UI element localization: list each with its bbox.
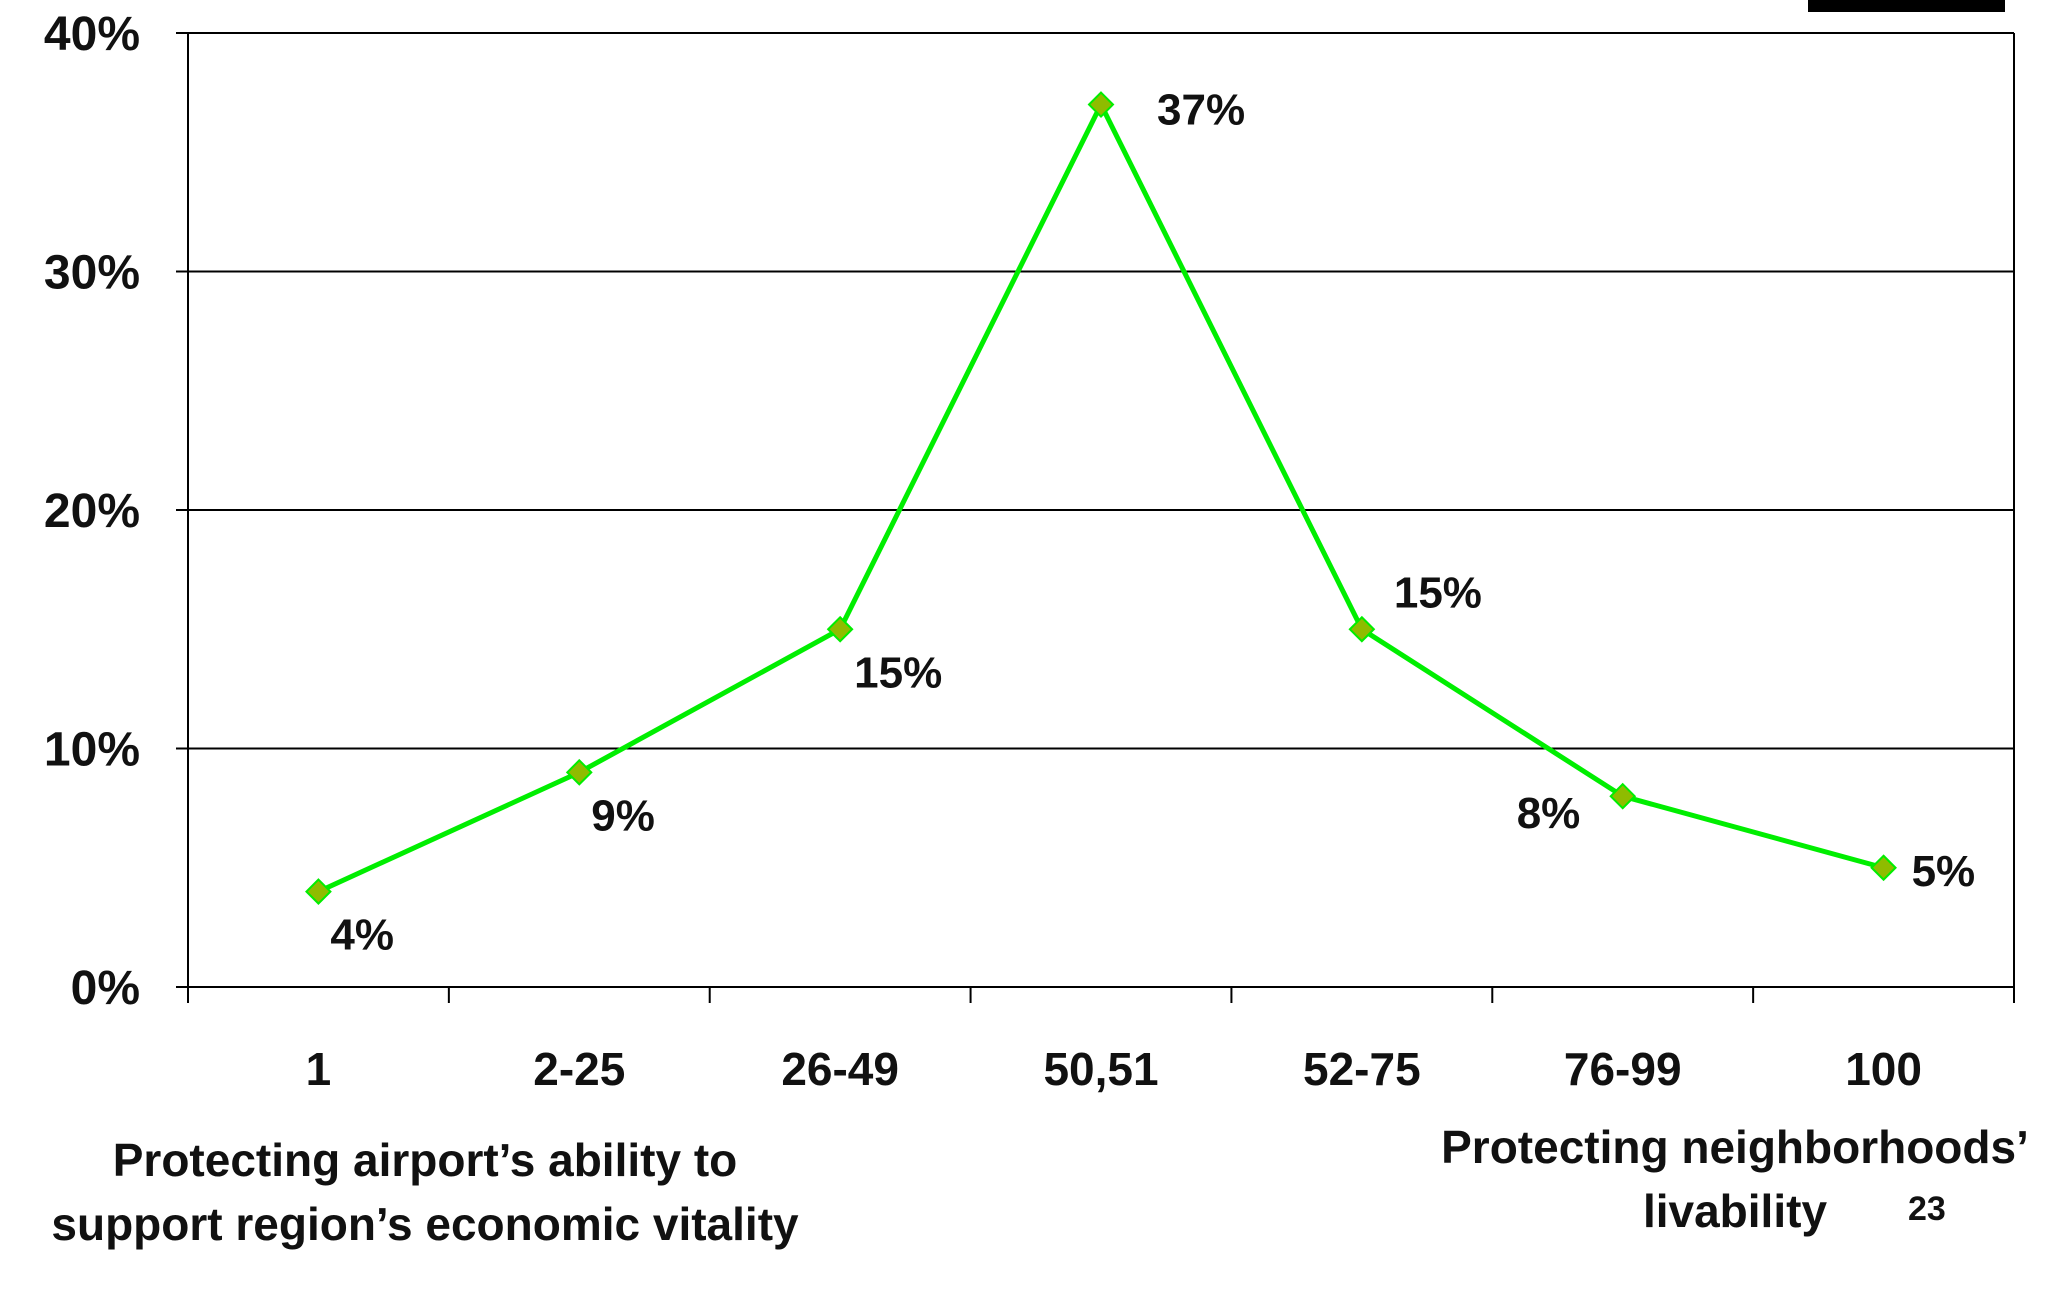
data-point-marker xyxy=(305,878,332,906)
y-tick-label: 0% xyxy=(71,962,140,1015)
x-tick-label: 52-75 xyxy=(1303,1043,1421,1095)
data-label: 15% xyxy=(1394,568,1482,617)
x-tick-labels: 1 2-25 26-49 50,51 52-75 76-99 100 xyxy=(306,1043,1922,1095)
y-tick-label: 40% xyxy=(44,8,140,61)
axes xyxy=(176,32,2015,1003)
data-label: 5% xyxy=(1912,847,1976,896)
x-tick-label: 2-25 xyxy=(533,1043,625,1095)
data-label: 8% xyxy=(1517,789,1581,838)
data-point-marker xyxy=(1609,782,1637,810)
data-point-marker xyxy=(1348,615,1376,643)
series xyxy=(305,91,1897,906)
slide-number: 23 xyxy=(1908,1190,1946,1228)
data-label: 4% xyxy=(330,911,394,960)
data-point-marker xyxy=(826,615,854,643)
y-tick-label: 20% xyxy=(44,485,140,538)
y-tick-labels: 0% 10% 20% 30% 40% xyxy=(44,8,140,1015)
corner-bar xyxy=(1808,0,2005,12)
left-endpoint-caption: Protecting airport’s ability to support … xyxy=(51,1134,799,1250)
data-point-marker xyxy=(1087,91,1115,118)
y-tick-label: 30% xyxy=(44,247,140,300)
gridlines xyxy=(188,32,2014,750)
data-point-marker xyxy=(1870,854,1897,882)
right-endpoint-caption: Protecting neighborhoods’ livability xyxy=(1441,1121,2029,1237)
y-tick-label: 10% xyxy=(44,724,140,777)
data-label: 9% xyxy=(591,791,655,840)
x-tick-label: 1 xyxy=(306,1043,332,1095)
x-tick-label: 26-49 xyxy=(781,1043,899,1095)
data-label: 37% xyxy=(1157,86,1245,135)
data-label: 15% xyxy=(854,648,942,697)
x-tick-label: 100 xyxy=(1845,1043,1922,1095)
data-labels: 4% 9% 15% 37% 15% 8% 5% xyxy=(330,86,1975,960)
x-tick-label: 76-99 xyxy=(1564,1043,1682,1095)
data-point-marker xyxy=(565,758,593,786)
series-line xyxy=(317,102,1885,894)
x-tick-label: 50,51 xyxy=(1043,1043,1158,1095)
